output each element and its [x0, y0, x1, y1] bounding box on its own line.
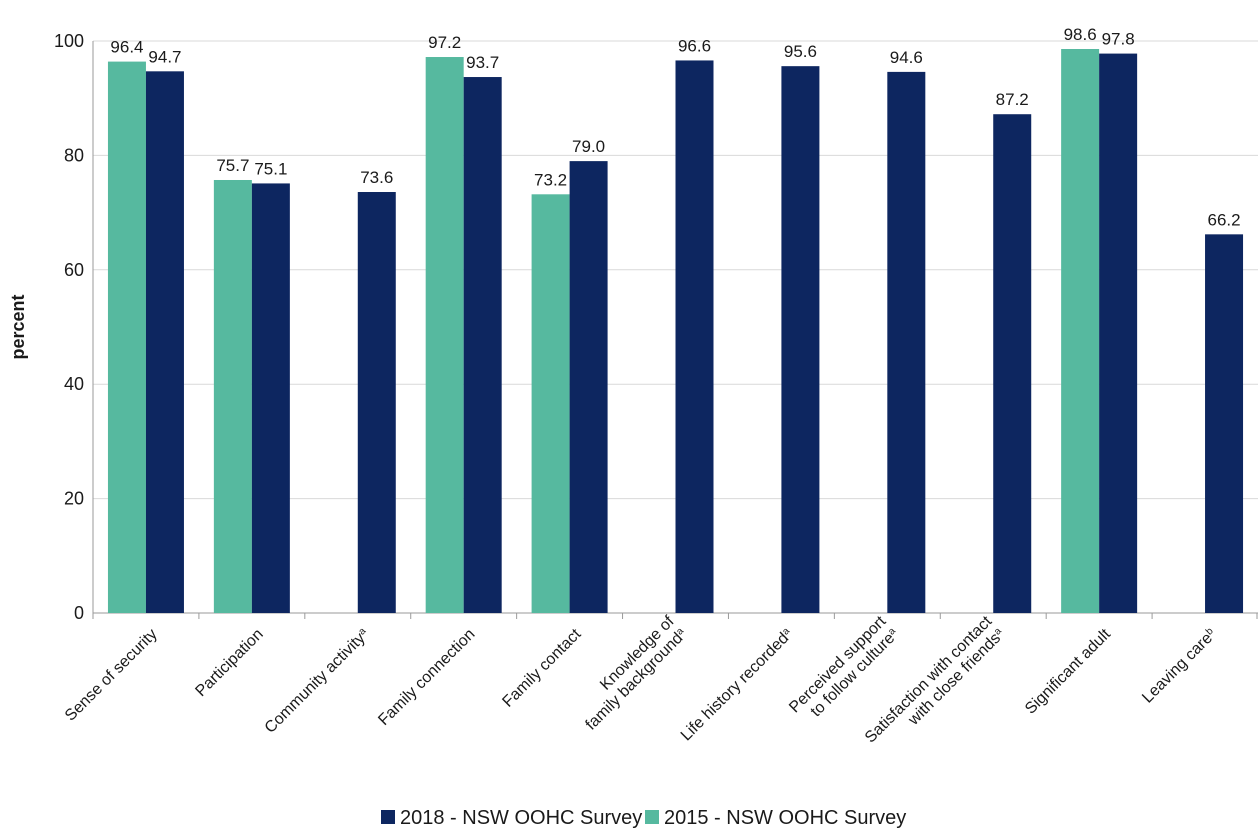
data-label: 98.6 — [1064, 25, 1097, 44]
bar — [531, 194, 570, 613]
data-label: 66.2 — [1207, 210, 1240, 229]
bar — [213, 179, 252, 613]
y-tick-label: 20 — [64, 489, 84, 509]
bar — [887, 71, 926, 613]
bar — [357, 192, 396, 613]
data-label: 96.6 — [678, 36, 711, 55]
y-tick-label: 0 — [74, 603, 84, 623]
x-tick-label: Family connection — [375, 626, 478, 729]
bar — [251, 183, 290, 614]
svg-text:Sense of security: Sense of security — [62, 626, 161, 725]
x-tick-label: Life history recordeda — [677, 625, 796, 744]
bar — [993, 114, 1032, 613]
legend-item: 2018 - NSW OOHC Survey — [381, 807, 642, 829]
bar — [1099, 53, 1138, 614]
data-label: 93.7 — [466, 53, 499, 72]
bar — [1205, 234, 1244, 613]
x-tick-label: Family contact — [499, 625, 584, 710]
legend-swatch — [381, 810, 395, 824]
data-label: 75.7 — [216, 156, 249, 175]
x-tick-label: Participation — [192, 626, 266, 700]
bars: 96.4 94.7 75.7 75.1 73.6 97.2 93.7 73.2 79.0 96.6… — [92, 25, 1258, 619]
y-axis: 0 20 40 60 80 100 — [54, 31, 94, 623]
bar — [569, 161, 608, 613]
svg-text:Participation: Participation — [192, 626, 266, 700]
data-label: 95.6 — [784, 42, 817, 61]
x-tick-label: Significant adult — [1022, 625, 1114, 717]
y-tick-label: 100 — [54, 31, 84, 51]
x-axis: Sense of security ParticipationCommunity … — [62, 613, 1220, 747]
data-label: 96.4 — [110, 38, 143, 57]
x-tick-label: Sense of security — [62, 626, 161, 725]
svg-text:Family connection: Family connection — [375, 626, 478, 729]
data-label: 97.2 — [428, 33, 461, 52]
svg-text:Knowledge offamily backgrounda: Knowledge offamily backgrounda — [570, 613, 691, 734]
data-label: 87.2 — [996, 90, 1029, 109]
svg-text:Life history recordeda: Life history recordeda — [677, 625, 796, 744]
data-label: 75.1 — [254, 159, 287, 178]
y-tick-label: 40 — [64, 374, 84, 394]
bar — [781, 66, 820, 614]
svg-text:Community activitya: Community activitya — [261, 625, 373, 737]
data-label: 73.2 — [534, 170, 567, 189]
bar — [675, 60, 714, 613]
bar — [107, 61, 146, 614]
y-tick-label: 80 — [64, 145, 84, 165]
svg-text:Leaving careb: Leaving careb — [1139, 625, 1220, 706]
data-label: 94.7 — [148, 47, 181, 66]
y-tick-label: 60 — [64, 260, 84, 280]
bar — [425, 57, 464, 614]
x-tick-label: Community activitya — [261, 625, 373, 737]
legend-label: 2015 - NSW OOHC Survey — [664, 807, 906, 829]
svg-text:Family contact: Family contact — [499, 625, 584, 710]
data-label: 97.8 — [1102, 30, 1135, 49]
y-axis-label: percent — [8, 294, 28, 359]
x-tick-label: Knowledge offamily backgrounda — [570, 613, 691, 734]
data-label: 94.6 — [890, 48, 923, 67]
legend-item: 2015 - NSW OOHC Survey — [645, 807, 906, 829]
bar — [145, 71, 184, 614]
svg-text:Significant adult: Significant adult — [1022, 625, 1114, 717]
bar — [1061, 49, 1100, 614]
data-label: 73.6 — [360, 168, 393, 187]
legend-swatch — [645, 810, 659, 824]
x-tick-label: Leaving careb — [1139, 625, 1220, 706]
legend-label: 2018 - NSW OOHC Survey — [400, 807, 642, 829]
legend: 2018 - NSW OOHC Survey 2015 - NSW OOHC Su… — [381, 807, 906, 829]
data-label: 79.0 — [572, 137, 605, 156]
bar — [463, 77, 502, 613]
